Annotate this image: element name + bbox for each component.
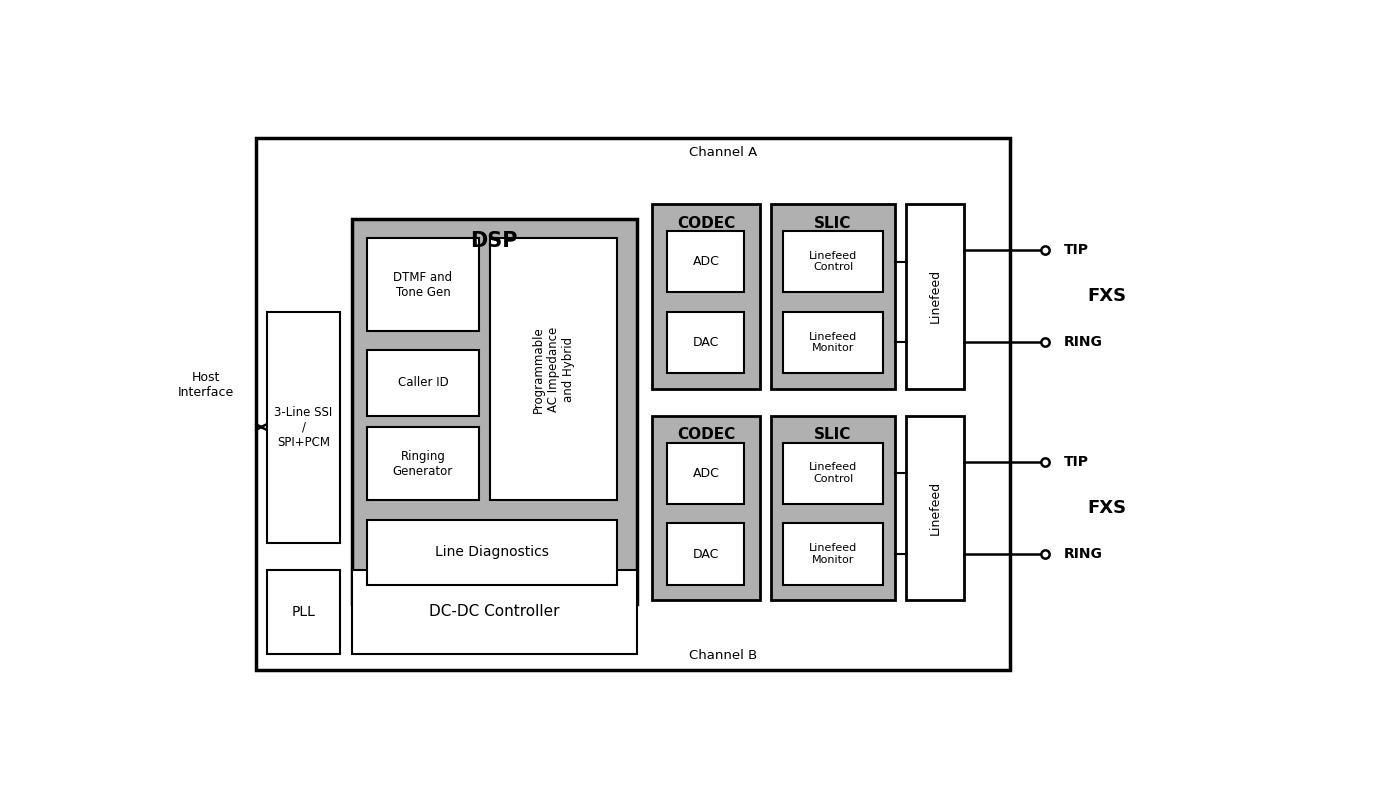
Text: DTMF and
Tone Gen: DTMF and Tone Gen (393, 270, 452, 298)
Bar (367, 350, 479, 415)
Bar (367, 427, 479, 500)
Bar (668, 442, 745, 504)
Bar (668, 230, 745, 292)
Text: Ringing
Generator: Ringing Generator (393, 450, 454, 478)
Bar (490, 238, 617, 500)
Text: PLL: PLL (291, 605, 315, 619)
Bar (267, 570, 340, 654)
Bar (367, 238, 479, 331)
Text: Channel B: Channel B (689, 650, 757, 662)
Bar (668, 311, 745, 373)
Bar (351, 570, 637, 654)
Text: ADC: ADC (693, 467, 720, 480)
Text: Line Diagnostics: Line Diagnostics (435, 546, 549, 559)
Text: Channel A: Channel A (689, 146, 757, 158)
Text: TIP: TIP (1064, 454, 1089, 469)
Text: CODEC: CODEC (676, 215, 735, 230)
Text: Host
Interface: Host Interface (178, 370, 234, 398)
Text: Linefeed: Linefeed (928, 481, 942, 535)
Bar (652, 415, 760, 600)
Text: DSP: DSP (470, 230, 518, 250)
Text: Linefeed: Linefeed (928, 269, 942, 323)
Bar (771, 204, 895, 389)
Text: Linefeed
Control: Linefeed Control (809, 462, 857, 484)
Bar (783, 523, 883, 585)
Bar (783, 230, 883, 292)
Text: Programmable
AC Impedance
and Hybrid: Programmable AC Impedance and Hybrid (532, 326, 575, 413)
Text: DC-DC Controller: DC-DC Controller (428, 605, 560, 619)
Bar (267, 312, 340, 542)
Text: SLIC: SLIC (815, 215, 851, 230)
Bar (255, 138, 1011, 670)
Bar (367, 519, 617, 585)
Text: FXS: FXS (1086, 499, 1126, 517)
Bar (668, 523, 745, 585)
Bar (906, 415, 963, 600)
Bar (351, 219, 637, 604)
Text: CODEC: CODEC (676, 427, 735, 442)
Text: RING: RING (1064, 335, 1103, 350)
Text: FXS: FXS (1086, 287, 1126, 305)
Text: ADC: ADC (693, 255, 720, 268)
Bar (783, 442, 883, 504)
Text: Linefeed
Control: Linefeed Control (809, 250, 857, 272)
Bar (652, 204, 760, 389)
Text: Linefeed
Monitor: Linefeed Monitor (809, 331, 857, 354)
Bar (771, 415, 895, 600)
Text: DAC: DAC (693, 548, 720, 561)
Text: DAC: DAC (693, 336, 720, 349)
Bar (783, 311, 883, 373)
Bar (906, 204, 963, 389)
Text: RING: RING (1064, 547, 1103, 561)
Text: SLIC: SLIC (815, 427, 851, 442)
Text: 3-Line SSI
/
SPI+PCM: 3-Line SSI / SPI+PCM (274, 406, 333, 449)
Text: TIP: TIP (1064, 243, 1089, 257)
Text: Caller ID: Caller ID (398, 376, 448, 390)
Text: Linefeed
Monitor: Linefeed Monitor (809, 543, 857, 565)
